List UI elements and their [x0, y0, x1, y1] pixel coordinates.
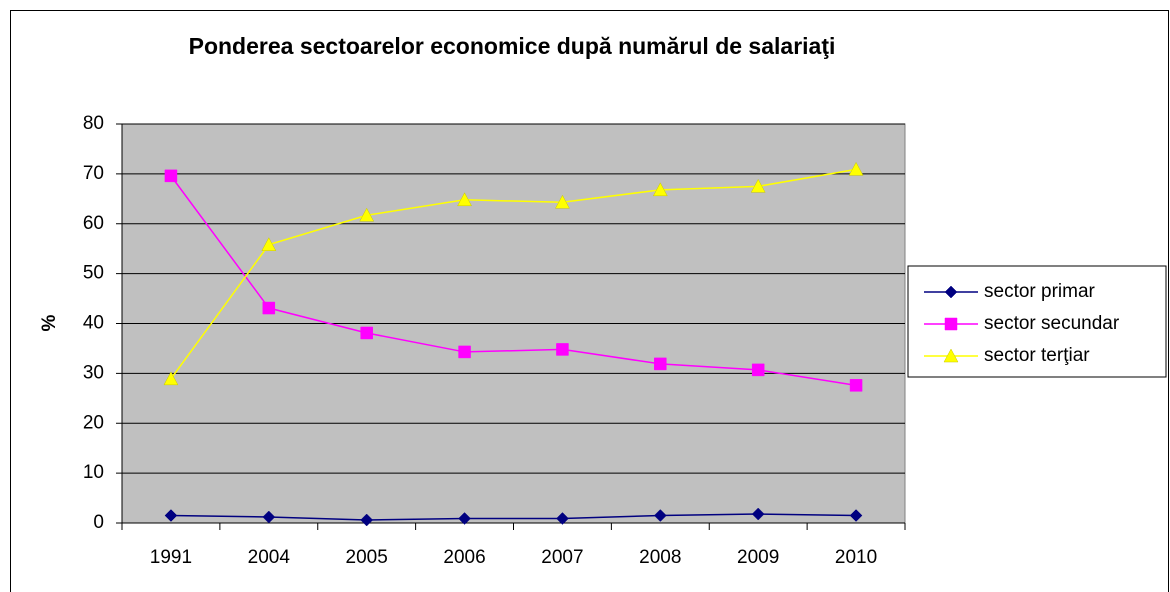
legend-marker [943, 348, 959, 363]
y-tick-label: 30 [83, 362, 104, 383]
data-point [360, 513, 374, 527]
data-point [262, 510, 276, 524]
data-point [164, 169, 178, 183]
series-line [170, 168, 857, 380]
data-point [164, 509, 178, 522]
y-tick-label: 20 [83, 412, 104, 433]
legend-label: sector primar [984, 281, 1096, 302]
data-point [652, 182, 668, 197]
legend-label: sector terţiar [984, 345, 1090, 366]
data-point [458, 345, 471, 359]
y-tick-label: 70 [83, 163, 104, 184]
y-tick-label: 10 [83, 462, 104, 483]
data-point [751, 363, 765, 377]
x-tick-label: 1991 [150, 547, 192, 568]
y-tick-label: 60 [83, 213, 104, 234]
data-point [261, 237, 277, 251]
data-point [750, 178, 766, 193]
y-axis-label: % [39, 314, 60, 331]
data-point [849, 509, 863, 522]
legend-marker [944, 317, 958, 331]
x-tick-label: 2007 [541, 547, 583, 568]
data-point [457, 192, 472, 207]
data-point [848, 161, 864, 176]
data-point [359, 207, 375, 222]
series-line [170, 175, 857, 387]
data-point [555, 194, 570, 209]
data-point [751, 507, 765, 521]
legend-label: sector secundar [984, 313, 1120, 334]
legend-marker [944, 285, 958, 299]
y-tick-label: 0 [93, 512, 104, 533]
y-tick-label: 50 [83, 263, 104, 284]
data-point [654, 357, 667, 371]
y-tick-label: 40 [83, 313, 104, 334]
data-point [163, 371, 179, 386]
data-point [653, 509, 667, 522]
data-point [849, 379, 863, 392]
x-tick-label: 2010 [835, 547, 877, 568]
y-tick-label: 80 [83, 113, 104, 134]
chart-title: Ponderea sectoarelor economice după numă… [189, 33, 836, 59]
x-tick-label: 2008 [639, 547, 681, 568]
x-tick-label: 2004 [248, 547, 291, 568]
data-point [556, 343, 569, 356]
x-tick-label: 2005 [346, 547, 388, 568]
series-line [170, 513, 857, 521]
x-tick-label: 2006 [443, 547, 485, 568]
data-point [556, 512, 569, 525]
data-point [458, 512, 471, 525]
x-tick-label: 2009 [737, 547, 779, 568]
data-point [360, 326, 373, 340]
data-point [262, 301, 276, 315]
